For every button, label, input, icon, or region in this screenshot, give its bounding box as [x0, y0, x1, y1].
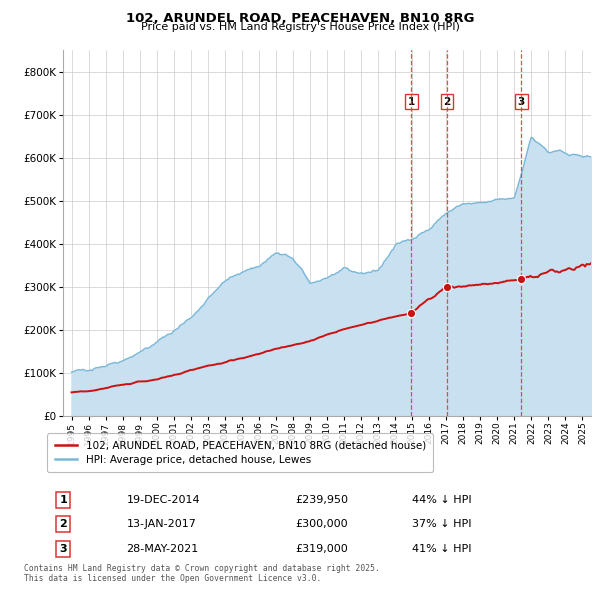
Text: £319,000: £319,000	[295, 544, 348, 553]
Text: 19-DEC-2014: 19-DEC-2014	[127, 495, 200, 505]
Text: 1: 1	[408, 97, 415, 107]
Legend: 102, ARUNDEL ROAD, PEACEHAVEN, BN10 8RG (detached house), HPI: Average price, de: 102, ARUNDEL ROAD, PEACEHAVEN, BN10 8RG …	[47, 434, 433, 472]
Text: 41% ↓ HPI: 41% ↓ HPI	[412, 544, 471, 553]
Text: £300,000: £300,000	[295, 519, 348, 529]
Text: 13-JAN-2017: 13-JAN-2017	[127, 519, 196, 529]
Text: Price paid vs. HM Land Registry's House Price Index (HPI): Price paid vs. HM Land Registry's House …	[140, 22, 460, 32]
Text: 102, ARUNDEL ROAD, PEACEHAVEN, BN10 8RG: 102, ARUNDEL ROAD, PEACEHAVEN, BN10 8RG	[126, 12, 474, 25]
Text: 28-MAY-2021: 28-MAY-2021	[127, 544, 199, 553]
Text: 2: 2	[59, 519, 67, 529]
Text: £239,950: £239,950	[295, 495, 349, 505]
Text: 44% ↓ HPI: 44% ↓ HPI	[412, 495, 471, 505]
Text: 2: 2	[443, 97, 451, 107]
Text: 3: 3	[59, 544, 67, 553]
Text: 37% ↓ HPI: 37% ↓ HPI	[412, 519, 471, 529]
Text: 3: 3	[518, 97, 525, 107]
Text: 1: 1	[59, 495, 67, 505]
Text: Contains HM Land Registry data © Crown copyright and database right 2025.
This d: Contains HM Land Registry data © Crown c…	[24, 563, 380, 583]
